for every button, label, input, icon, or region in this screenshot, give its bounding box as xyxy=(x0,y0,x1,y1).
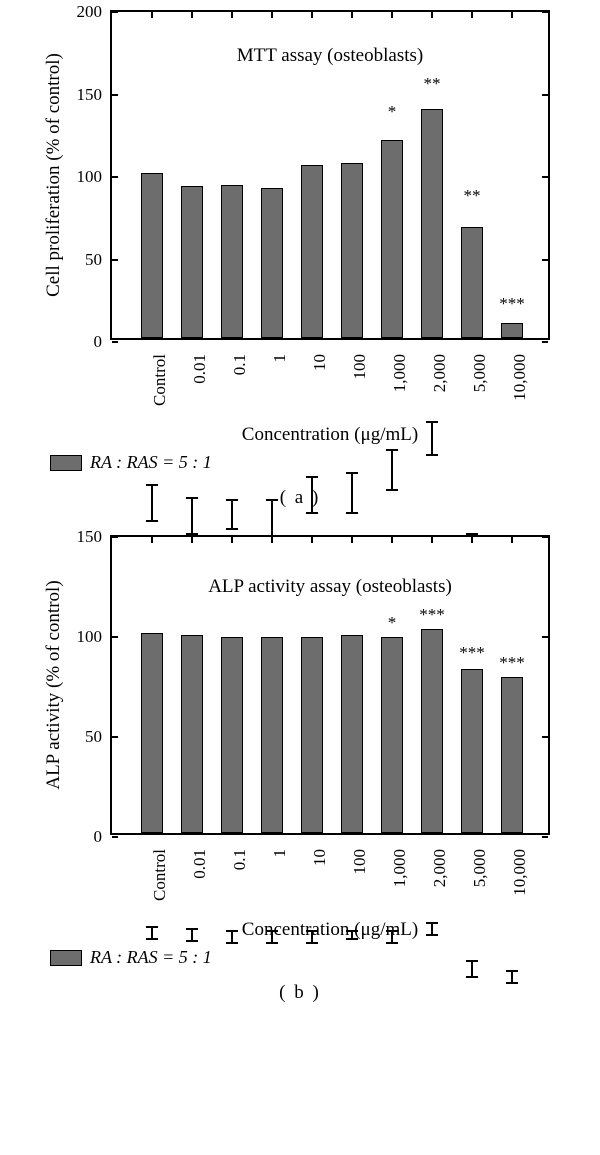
bar xyxy=(461,227,483,338)
x-tick-label: 1 xyxy=(270,849,290,858)
bar xyxy=(141,633,163,833)
panel-a-xlabel: Concentration (μg/mL) xyxy=(110,424,550,446)
x-tick-label: 1,000 xyxy=(390,354,410,392)
bar xyxy=(181,186,203,338)
x-tick-label: 1,000 xyxy=(390,849,410,887)
chart-title: MTT assay (osteoblasts) xyxy=(237,45,423,67)
x-tick-top xyxy=(431,537,433,543)
y-tick-label: 100 xyxy=(77,627,103,647)
panel-a-caption: ( a ) xyxy=(10,487,590,509)
x-tick-label: 0.1 xyxy=(230,354,250,375)
significance-marker: * xyxy=(388,103,397,120)
y-tick-label: 150 xyxy=(77,527,103,547)
x-tick-top xyxy=(431,12,433,18)
y-axis-label: ALP activity (% of control) xyxy=(43,580,65,789)
panel-b-caption: ( b ) xyxy=(10,982,590,1004)
x-tick-top xyxy=(271,12,273,18)
x-tick-top xyxy=(311,537,313,543)
x-tick-top xyxy=(471,12,473,18)
x-tick-top xyxy=(191,537,193,543)
x-tick-top xyxy=(391,537,393,543)
panel-b-legend: RA : RAS = 5 : 1 xyxy=(50,947,590,968)
bar xyxy=(501,323,523,338)
y-tick-label: 150 xyxy=(77,85,103,105)
x-tick-label: 0.01 xyxy=(190,354,210,384)
figure-container: 050100150200Cell proliferation (% of con… xyxy=(0,0,600,1004)
x-tick-top xyxy=(151,12,153,18)
bar xyxy=(501,677,523,833)
x-tick-top xyxy=(351,537,353,543)
significance-marker: *** xyxy=(419,606,445,623)
y-tick-label: 200 xyxy=(77,2,103,22)
bar xyxy=(221,185,243,338)
bar xyxy=(381,140,403,338)
chart-title: ALP activity assay (osteoblasts) xyxy=(208,576,452,598)
x-tick-label: 0.1 xyxy=(230,849,250,870)
panel-a-plot: 050100150200Cell proliferation (% of con… xyxy=(110,10,550,340)
x-tick-top xyxy=(151,537,153,543)
significance-marker: * xyxy=(388,614,397,631)
plot-area: 050100150ALP activity (% of control)ALP … xyxy=(112,537,548,833)
x-tick-top xyxy=(471,537,473,543)
x-tick-label: 5,000 xyxy=(470,354,490,392)
bar xyxy=(341,635,363,833)
panel-b: 050100150ALP activity (% of control)ALP … xyxy=(10,535,590,1004)
x-tick-top xyxy=(271,537,273,543)
x-tick-label: Control xyxy=(150,354,170,406)
x-tick-top xyxy=(391,12,393,18)
x-tick-top xyxy=(351,12,353,18)
panel-b-plot: 050100150ALP activity (% of control)ALP … xyxy=(110,535,550,835)
bar xyxy=(221,637,243,833)
panel-a: 050100150200Cell proliferation (% of con… xyxy=(10,10,590,509)
x-tick-label: 5,000 xyxy=(470,849,490,887)
y-tick-label: 100 xyxy=(77,167,103,187)
x-tick-top xyxy=(311,12,313,18)
bar xyxy=(181,635,203,833)
x-tick-label: 2,000 xyxy=(430,849,450,887)
legend-swatch xyxy=(50,950,82,966)
y-tick-label: 50 xyxy=(85,727,102,747)
bar xyxy=(461,669,483,833)
bar xyxy=(301,637,323,833)
x-tick-top xyxy=(231,12,233,18)
plot-area: 050100150200Cell proliferation (% of con… xyxy=(112,12,548,338)
significance-marker: ** xyxy=(424,75,441,92)
x-tick-top xyxy=(511,12,513,18)
x-tick-label: 10,000 xyxy=(510,849,530,896)
x-tick-label: Control xyxy=(150,849,170,901)
x-tick-label: 1 xyxy=(270,354,290,363)
x-tick-top xyxy=(511,537,513,543)
x-tick-label: 100 xyxy=(350,849,370,875)
y-tick-label: 0 xyxy=(94,827,103,847)
bar xyxy=(341,163,363,338)
legend-text: RA : RAS = 5 : 1 xyxy=(90,947,212,968)
significance-marker: *** xyxy=(499,654,525,671)
significance-marker: *** xyxy=(499,295,525,312)
panel-a-legend: RA : RAS = 5 : 1 xyxy=(50,452,590,473)
bar xyxy=(421,109,443,338)
y-tick-label: 0 xyxy=(94,332,103,352)
x-tick-top xyxy=(231,537,233,543)
legend-text: RA : RAS = 5 : 1 xyxy=(90,452,212,473)
bar xyxy=(261,637,283,833)
x-tick-label: 100 xyxy=(350,354,370,380)
x-tick-label: 10 xyxy=(310,354,330,371)
x-tick-label: 0.01 xyxy=(190,849,210,879)
x-tick-label: 10,000 xyxy=(510,354,530,401)
significance-marker: *** xyxy=(459,644,485,661)
bar xyxy=(301,165,323,338)
bar xyxy=(141,173,163,338)
significance-marker: ** xyxy=(464,187,481,204)
x-tick-top xyxy=(191,12,193,18)
legend-swatch xyxy=(50,455,82,471)
x-tick-label: 2,000 xyxy=(430,354,450,392)
bar xyxy=(261,188,283,338)
y-axis-label: Cell proliferation (% of control) xyxy=(43,53,65,297)
x-tick-label: 10 xyxy=(310,849,330,866)
panel-b-xlabel: Concentration (μg/mL) xyxy=(110,919,550,941)
bar xyxy=(421,629,443,833)
y-tick-label: 50 xyxy=(85,250,102,270)
bar xyxy=(381,637,403,833)
